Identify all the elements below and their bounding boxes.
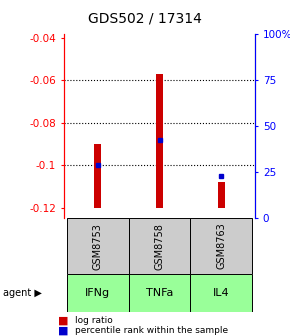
Text: agent ▶: agent ▶ — [3, 288, 42, 298]
FancyBboxPatch shape — [190, 274, 252, 312]
FancyBboxPatch shape — [190, 218, 252, 274]
Text: log ratio: log ratio — [75, 317, 113, 325]
Text: GSM8758: GSM8758 — [155, 223, 164, 269]
Text: IFNg: IFNg — [85, 288, 110, 298]
Text: GDS502 / 17314: GDS502 / 17314 — [88, 12, 202, 26]
Text: percentile rank within the sample: percentile rank within the sample — [75, 327, 229, 335]
Text: GSM8753: GSM8753 — [93, 223, 103, 269]
FancyBboxPatch shape — [67, 274, 129, 312]
Bar — [156, 74, 163, 208]
FancyBboxPatch shape — [129, 218, 190, 274]
Text: GSM8763: GSM8763 — [216, 223, 226, 269]
Text: ■: ■ — [58, 326, 68, 336]
FancyBboxPatch shape — [67, 218, 129, 274]
Bar — [94, 144, 102, 208]
Bar — [218, 182, 225, 208]
Text: ■: ■ — [58, 316, 68, 326]
FancyBboxPatch shape — [129, 274, 190, 312]
Text: IL4: IL4 — [213, 288, 230, 298]
Text: TNFa: TNFa — [146, 288, 173, 298]
